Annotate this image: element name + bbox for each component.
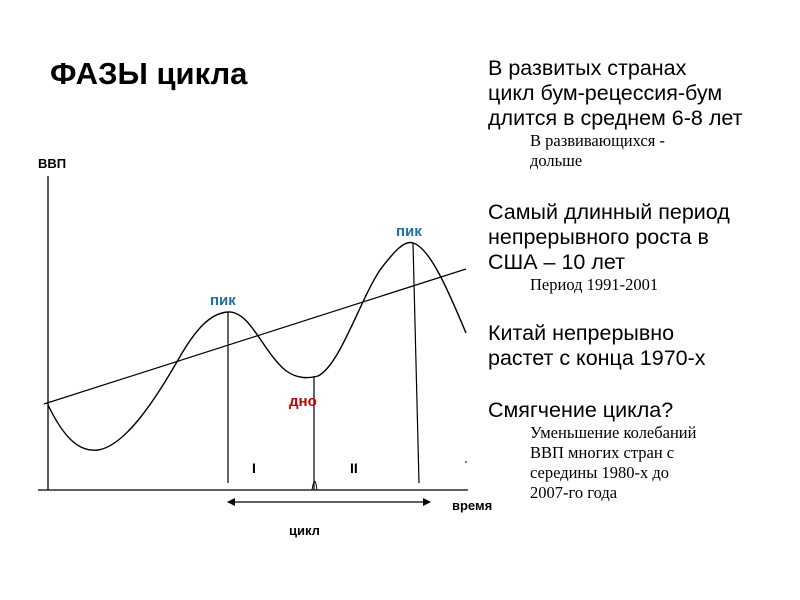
note-usa-growth: Самый длинный период непрерывного роста …: [488, 200, 793, 295]
note-line: непрерывного роста в: [488, 225, 709, 249]
note-developed-countries: В развитых странах цикл бум-рецессия-бум…: [488, 56, 793, 171]
trough-label: дно: [289, 393, 317, 410]
note-line: Самый длинный период: [488, 200, 730, 224]
phase-2-label: II: [350, 460, 358, 476]
note-sub-line: ВВП многих стран с: [530, 443, 675, 462]
note-main: В развитых странах цикл бум-рецессия-бум…: [488, 56, 793, 131]
peak-label-1: пик: [210, 292, 236, 309]
note-line: цикл бум-рецессия-бум: [488, 81, 723, 105]
note-main: Самый длинный период непрерывного роста …: [488, 200, 793, 275]
note-sub-line: Уменьшение колебаний: [530, 423, 697, 442]
y-axis-label: ВВП: [38, 156, 66, 171]
note-sub: В развивающихся - дольше: [488, 131, 793, 171]
note-sub: Уменьшение колебаний ВВП многих стран с …: [488, 423, 793, 503]
note-cycle-smoothing: Смягчение цикла? Уменьшение колебаний ВВ…: [488, 398, 793, 503]
peak-2-drop-line: [412, 242, 420, 484]
note-line: США – 10 лет: [488, 250, 625, 274]
note-line: длится в среднем 6-8 лет: [488, 106, 743, 130]
note-sub: Период 1991-2001: [488, 275, 793, 295]
note-sub-line: Период 1991-2001: [530, 275, 659, 294]
slide-title: ФАЗЫ цикла: [50, 56, 248, 91]
phase-1-label: I: [252, 460, 256, 476]
note-main: Смягчение цикла?: [488, 398, 793, 423]
cycle-label: цикл: [289, 523, 320, 538]
note-line: В развитых странах: [488, 56, 687, 80]
trough-base-squiggle: [311, 480, 318, 491]
note-line: растет с конца 1970-х: [488, 346, 706, 370]
note-line: Смягчение цикла?: [488, 398, 674, 422]
note-main: Китай непрерывно растет с конца 1970-х: [488, 321, 793, 371]
note-line: Китай непрерывно: [488, 321, 675, 345]
x-axis-label: время: [452, 498, 492, 513]
note-sub-line: 2007-го года: [530, 483, 618, 502]
note-china-growth: Китай непрерывно растет с конца 1970-х: [488, 321, 793, 371]
note-sub-line: В развивающихся -: [530, 131, 665, 150]
trend-line: [43, 268, 467, 405]
peak-label-2: пик: [396, 223, 422, 240]
note-sub-line: середины 1980-х до: [530, 463, 669, 482]
business-cycle-curve: [47, 241, 467, 451]
note-sub-line: дольше: [530, 151, 583, 170]
